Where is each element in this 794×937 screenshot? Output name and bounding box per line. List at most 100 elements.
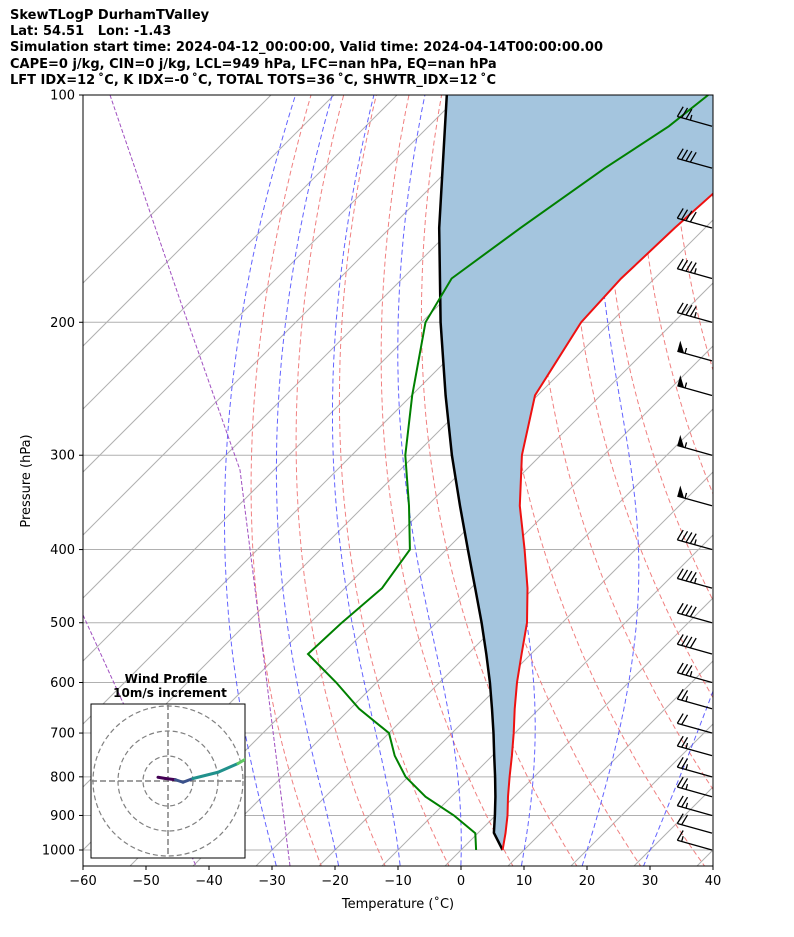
hodograph-trace-segment xyxy=(256,746,269,754)
barb-staff xyxy=(677,385,713,397)
barb-staff xyxy=(677,115,713,127)
barb-flag xyxy=(677,485,685,498)
isotherm-line xyxy=(192,345,713,866)
barb-full xyxy=(681,259,689,271)
barb-full xyxy=(689,571,697,583)
wind-barb xyxy=(676,148,713,169)
barb-staff xyxy=(677,157,713,169)
barb-full xyxy=(689,533,697,544)
x-tick-label: −40 xyxy=(195,874,222,889)
isotherm-line xyxy=(745,60,794,881)
x-tick-label: 10 xyxy=(516,874,533,889)
barb-flag xyxy=(677,434,685,448)
moist-adiabat xyxy=(581,95,640,866)
wind-barb xyxy=(676,258,713,280)
y-tick-label: 900 xyxy=(50,809,75,824)
barb-full xyxy=(681,569,689,581)
wind-barb xyxy=(676,713,713,734)
dry-adiabat xyxy=(338,95,450,866)
dry-adiabat xyxy=(380,95,514,866)
barb-staff xyxy=(677,672,713,684)
barb-half xyxy=(684,442,688,448)
moist-adiabat xyxy=(275,95,340,866)
barb-full xyxy=(681,737,689,748)
barb-half xyxy=(684,382,688,389)
barb-full xyxy=(689,262,697,273)
hodograph-trace-segment xyxy=(236,757,245,765)
barb-full xyxy=(676,713,684,724)
wind-barb xyxy=(676,688,713,710)
barb-half xyxy=(694,539,697,545)
isotherm-line xyxy=(83,95,335,347)
barb-half xyxy=(685,783,689,790)
barb-full xyxy=(689,306,697,317)
wind-barb xyxy=(676,776,713,798)
barb-half xyxy=(685,695,689,702)
chart-title-line-5: LFT IDX=12 ˚C, K IDX=-0 ˚C, TOTAL TOTS=3… xyxy=(10,73,497,88)
y-tick-label: 1000 xyxy=(42,844,75,859)
y-axis-label: Pressure (hPa) xyxy=(19,434,34,527)
barb-full xyxy=(676,776,684,788)
barb-half xyxy=(689,114,693,121)
barb-full xyxy=(681,530,689,542)
barb-full xyxy=(676,634,684,645)
x-tick-label: −20 xyxy=(321,874,348,889)
barb-half xyxy=(685,742,689,749)
barb-full xyxy=(681,303,689,315)
barb-full xyxy=(685,605,693,616)
barb-full xyxy=(681,690,689,701)
barb-full xyxy=(676,688,684,700)
barb-staff xyxy=(677,698,713,710)
barb-staff xyxy=(677,643,713,655)
x-tick-label: −30 xyxy=(258,874,285,889)
wind-barb xyxy=(677,434,713,456)
dry-adiabat xyxy=(702,95,713,202)
barb-staff xyxy=(677,350,713,362)
barb-full xyxy=(681,814,689,826)
moist-adiabat xyxy=(224,95,297,866)
wind-barb xyxy=(677,340,713,362)
hodograph-inset: Wind Profile 10m/s increment xyxy=(90,672,269,859)
barb-full xyxy=(676,662,684,674)
barb-half xyxy=(694,577,697,584)
moist-adiabat xyxy=(397,95,462,866)
barb-full xyxy=(676,148,684,159)
chart-title-line-2: Lat: 54.51 Lon: -1.43 xyxy=(10,24,172,39)
barb-full xyxy=(685,636,693,648)
hodograph-trace-segment xyxy=(181,777,195,784)
isotherm-line xyxy=(255,408,713,866)
temperature-line xyxy=(501,192,713,851)
dry-adiabat xyxy=(295,95,386,866)
barb-staff xyxy=(677,786,713,798)
barb-full xyxy=(689,151,697,163)
wind-barb xyxy=(676,208,713,229)
wind-barb xyxy=(676,529,713,551)
barb-full xyxy=(676,795,684,807)
hodograph-title: Wind Profile xyxy=(125,672,208,686)
barb-full xyxy=(685,108,693,120)
barb-full xyxy=(689,211,697,223)
barb-full xyxy=(681,209,689,220)
dry-adiabat xyxy=(420,95,578,866)
y-tick-label: 200 xyxy=(50,316,75,331)
barb-half xyxy=(694,311,697,318)
barb-staff xyxy=(677,822,713,834)
moist-adiabat xyxy=(642,689,713,866)
barb-full xyxy=(685,150,693,162)
shaded-area xyxy=(439,95,713,850)
isotherm-line xyxy=(83,95,398,410)
barb-full xyxy=(681,714,689,725)
moist-adiabat xyxy=(332,95,401,866)
dry-adiabat xyxy=(534,95,713,791)
isotherm-line xyxy=(83,95,461,473)
barb-staff xyxy=(677,217,713,229)
barb-full xyxy=(681,635,689,646)
profile-lines xyxy=(306,95,713,851)
wind-barb xyxy=(676,795,713,817)
barb-staff xyxy=(677,722,713,734)
barb-full xyxy=(676,830,684,841)
barb-staff xyxy=(677,766,713,778)
x-tick-label: 20 xyxy=(579,874,596,889)
barb-full xyxy=(685,261,693,272)
